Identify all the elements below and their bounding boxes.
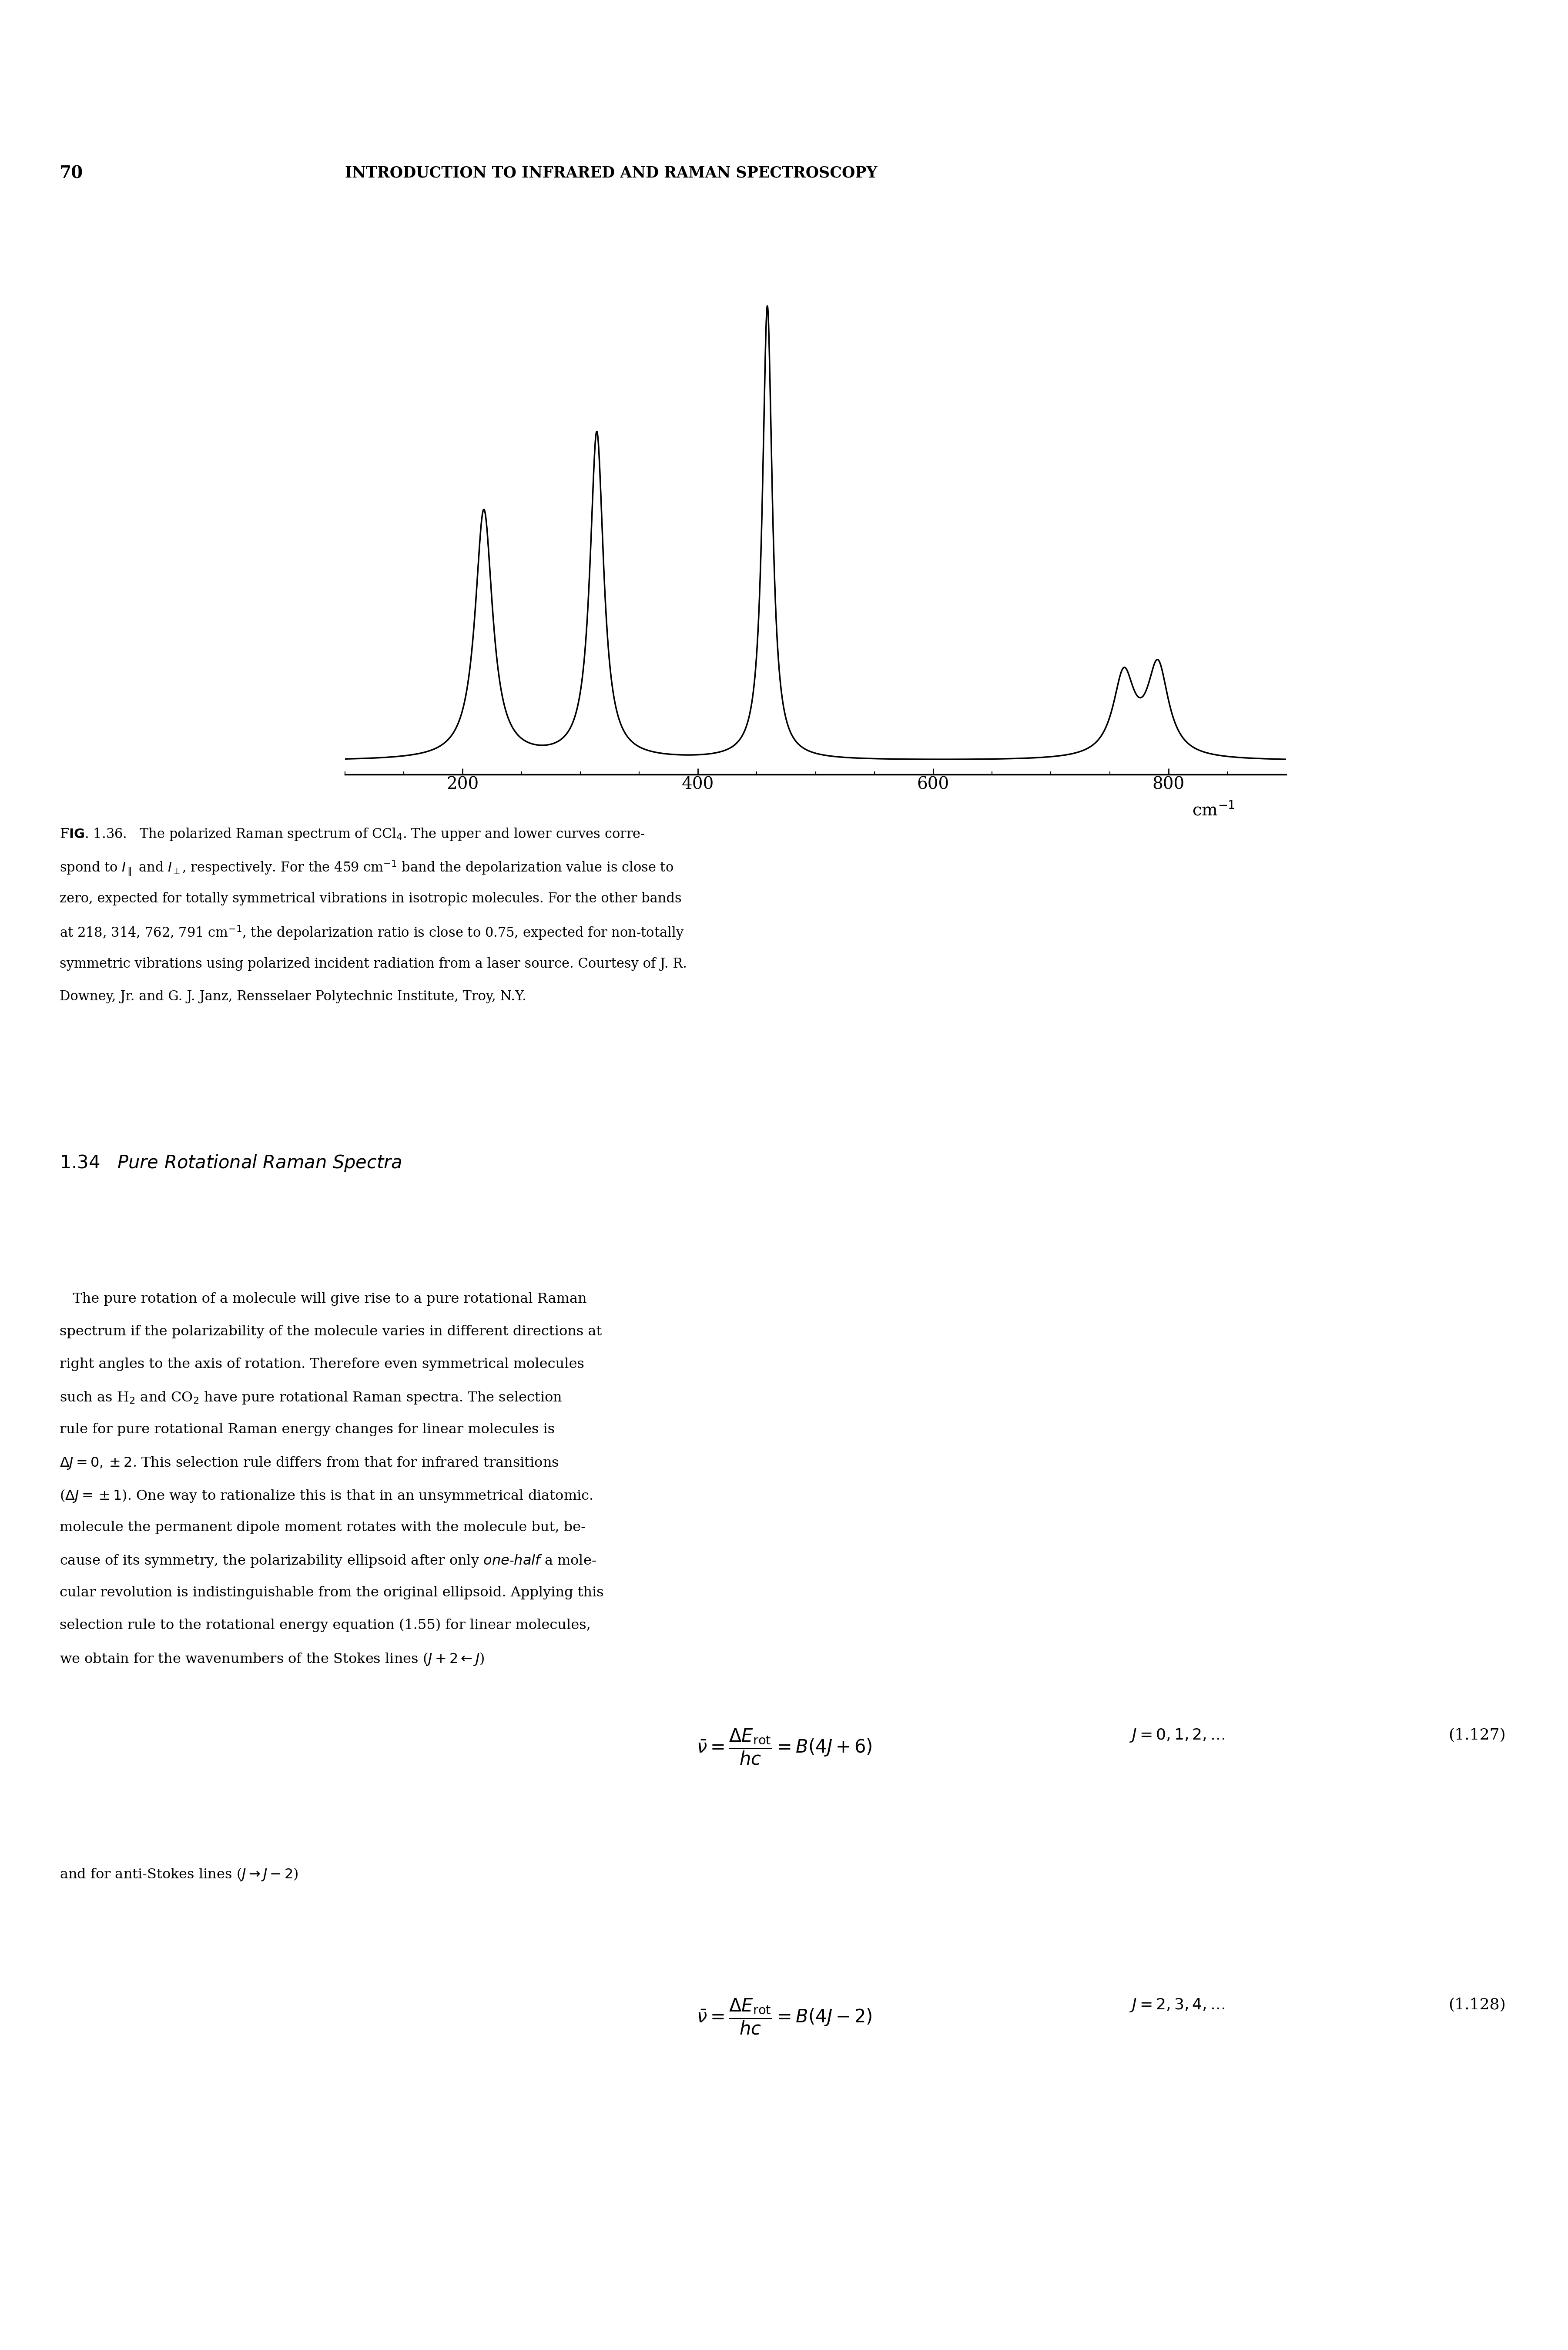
Text: cause of its symmetry, the polarizability ellipsoid after only $\mathit{one}$-$\: cause of its symmetry, the polarizabilit… (60, 1553, 596, 1567)
Text: zero, expected for totally symmetrical vibrations in isotropic molecules. For th: zero, expected for totally symmetrical v… (60, 893, 682, 905)
Text: $\Delta J = 0, \pm 2$. This selection rule differs from that for infrared transi: $\Delta J = 0, \pm 2$. This selection ru… (60, 1455, 558, 1471)
Text: The pure rotation of a molecule will give rise to a pure rotational Raman: The pure rotation of a molecule will giv… (60, 1292, 586, 1307)
Text: cular revolution is indistinguishable from the original ellipsoid. Applying this: cular revolution is indistinguishable fr… (60, 1586, 604, 1600)
Text: cm$^{-1}$: cm$^{-1}$ (1192, 801, 1234, 818)
Text: INTRODUCTION TO INFRARED AND RAMAN SPECTROSCOPY: INTRODUCTION TO INFRARED AND RAMAN SPECT… (345, 165, 877, 181)
Text: $\mathit{1.34}$   $\mathit{Pure\ Rotational\ Raman\ Spectra}$: $\mathit{1.34}$ $\mathit{Pure\ Rotationa… (60, 1154, 401, 1173)
Text: Downey, Jr. and G. J. Janz, Rensselaer Polytechnic Institute, Troy, N.Y.: Downey, Jr. and G. J. Janz, Rensselaer P… (60, 989, 527, 1003)
Text: (1.127): (1.127) (1447, 1727, 1505, 1741)
Text: symmetric vibrations using polarized incident radiation from a laser source. Cou: symmetric vibrations using polarized inc… (60, 956, 687, 971)
Text: molecule the permanent dipole moment rotates with the molecule but, be-: molecule the permanent dipole moment rot… (60, 1520, 585, 1535)
Text: ($\Delta J = \pm 1$). One way to rationalize this is that in an unsymmetrical di: ($\Delta J = \pm 1$). One way to rationa… (60, 1488, 593, 1504)
Text: $J = 0, 1, 2, \ldots$: $J = 0, 1, 2, \ldots$ (1129, 1727, 1225, 1744)
Text: and for anti-Stokes lines ($J \rightarrow J - 2$): and for anti-Stokes lines ($J \rightarro… (60, 1866, 298, 1882)
Text: $\bar{\nu} = \dfrac{\Delta E_{\mathrm{rot}}}{hc} = B(4J - 2)$: $\bar{\nu} = \dfrac{\Delta E_{\mathrm{ro… (696, 1997, 872, 2035)
Text: spond to $I_{\parallel}$ and $I_{\perp}$, respectively. For the 459 cm$^{-1}$ ba: spond to $I_{\parallel}$ and $I_{\perp}$… (60, 860, 673, 877)
Text: rule for pure rotational Raman energy changes for linear molecules is: rule for pure rotational Raman energy ch… (60, 1422, 555, 1436)
Text: such as H$_2$ and CO$_2$ have pure rotational Raman spectra. The selection: such as H$_2$ and CO$_2$ have pure rotat… (60, 1391, 561, 1405)
Text: right angles to the axis of rotation. Therefore even symmetrical molecules: right angles to the axis of rotation. Th… (60, 1358, 585, 1370)
Text: (1.128): (1.128) (1447, 1997, 1505, 2012)
Text: $J = 2, 3, 4, \ldots$: $J = 2, 3, 4, \ldots$ (1129, 1997, 1225, 2014)
Text: spectrum if the polarizability of the molecule varies in different directions at: spectrum if the polarizability of the mo… (60, 1325, 602, 1339)
Text: F$\mathbf{IG}$. 1.36.   The polarized Raman spectrum of CCl$_4$. The upper and l: F$\mathbf{IG}$. 1.36. The polarized Rama… (60, 827, 644, 841)
Text: selection rule to the rotational energy equation (1.55) for linear molecules,: selection rule to the rotational energy … (60, 1619, 591, 1633)
Text: we obtain for the wavenumbers of the Stokes lines ($J + 2 \leftarrow J$): we obtain for the wavenumbers of the Sto… (60, 1652, 485, 1666)
Text: $\bar{\nu} = \dfrac{\Delta E_{\mathrm{rot}}}{hc} = B(4J + 6)$: $\bar{\nu} = \dfrac{\Delta E_{\mathrm{ro… (696, 1727, 872, 1765)
Text: 70: 70 (60, 165, 83, 181)
Text: at 218, 314, 762, 791 cm$^{-1}$, the depolarization ratio is close to 0.75, expe: at 218, 314, 762, 791 cm$^{-1}$, the dep… (60, 924, 684, 942)
